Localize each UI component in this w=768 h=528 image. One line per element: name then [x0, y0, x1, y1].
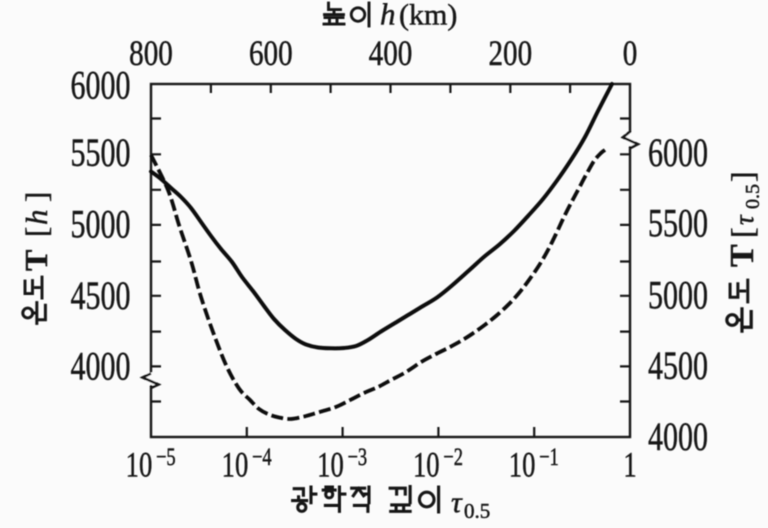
- svg-text:200: 200: [488, 34, 532, 73]
- svg-text:T: T: [18, 250, 54, 271]
- svg-text:0.5: 0.5: [464, 499, 490, 523]
- svg-text:5000: 5000: [648, 272, 708, 317]
- svg-text:−3: −3: [348, 442, 368, 470]
- svg-text:[: [: [19, 227, 54, 237]
- svg-text:400: 400: [369, 34, 413, 73]
- svg-text:5500: 5500: [648, 200, 708, 245]
- svg-text:h: h: [380, 0, 396, 32]
- svg-text:]: ]: [724, 171, 760, 182]
- svg-text:10: 10: [317, 445, 344, 485]
- svg-text:T: T: [724, 244, 761, 267]
- svg-text:600: 600: [249, 34, 293, 73]
- svg-text:4500: 4500: [71, 273, 131, 318]
- svg-text:−5: −5: [156, 442, 176, 470]
- svg-text:τ: τ: [729, 214, 759, 225]
- svg-text:1: 1: [623, 445, 636, 485]
- svg-text:800: 800: [129, 34, 173, 73]
- svg-text:]: ]: [19, 192, 54, 202]
- svg-text:h: h: [19, 210, 54, 226]
- svg-text:(km): (km): [399, 0, 457, 32]
- svg-text:10: 10: [509, 445, 536, 485]
- svg-text:−4: −4: [252, 442, 272, 470]
- svg-text:τ: τ: [451, 486, 463, 519]
- svg-text:4000: 4000: [71, 343, 131, 388]
- svg-text:10: 10: [413, 445, 440, 485]
- svg-text:6000: 6000: [648, 130, 708, 175]
- svg-text:0: 0: [623, 34, 638, 73]
- svg-text:[: [: [724, 227, 760, 238]
- svg-text:−2: −2: [443, 442, 463, 470]
- svg-text:4000: 4000: [648, 414, 708, 459]
- svg-text:10: 10: [126, 445, 153, 485]
- svg-text:10: 10: [222, 445, 249, 485]
- svg-text:0.5: 0.5: [742, 184, 764, 209]
- svg-text:5000: 5000: [71, 201, 131, 246]
- svg-text:−1: −1: [539, 442, 559, 470]
- svg-text:5500: 5500: [71, 130, 131, 175]
- svg-text:6000: 6000: [71, 62, 131, 107]
- svg-text:4500: 4500: [648, 343, 708, 388]
